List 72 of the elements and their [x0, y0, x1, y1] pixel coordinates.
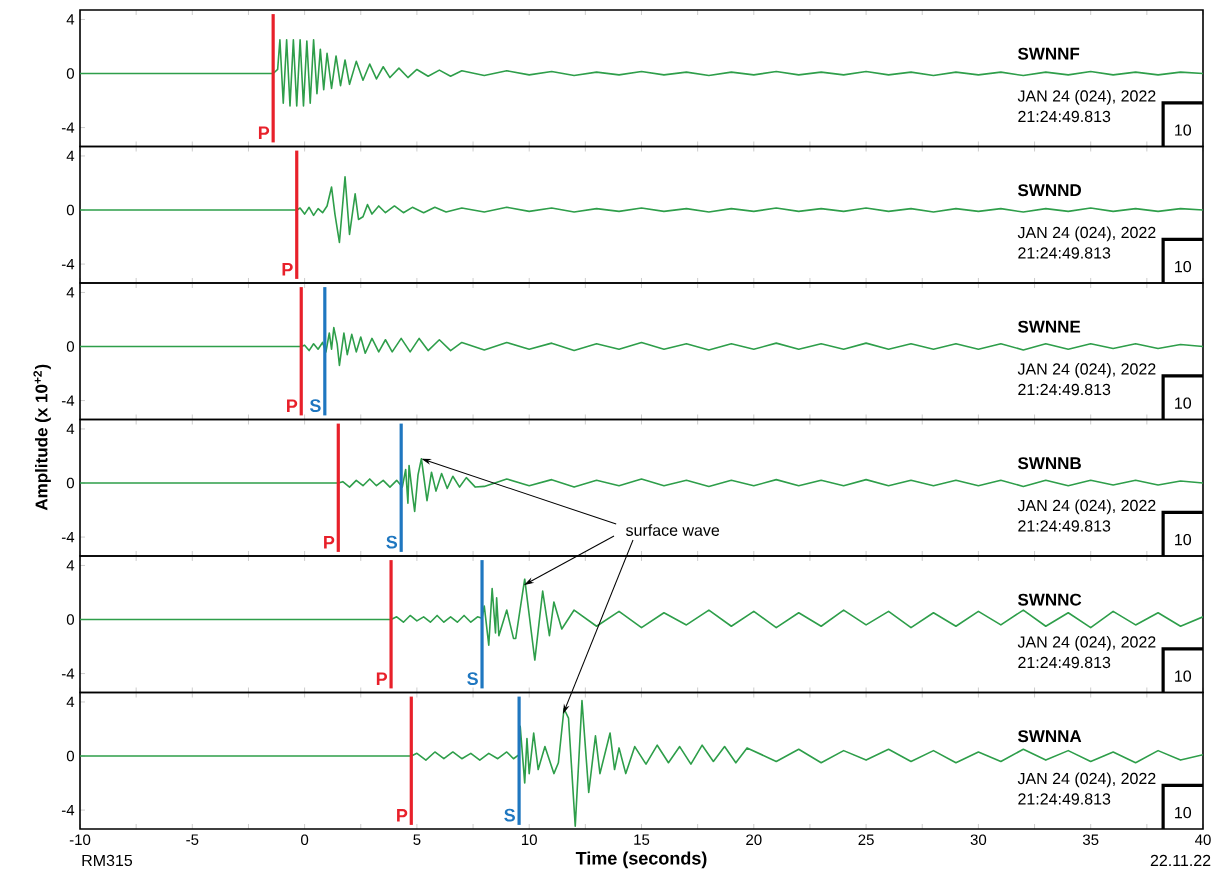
annotation: 21:24:49.813: [1018, 656, 1111, 669]
x-tick-label: 30: [970, 834, 987, 846]
line-series: [80, 699, 1203, 828]
annotation: 21:24:49.813: [1018, 247, 1111, 259]
x-tick-label: 40: [1195, 834, 1211, 846]
ref-line-label: S: [504, 808, 515, 822]
text: 22.11.22: [1150, 854, 1211, 866]
annotation: 21:24:49.813: [1018, 520, 1111, 532]
line-series: [80, 457, 1203, 513]
ref-line-label: P: [258, 126, 270, 139]
text: SWNNE: [1017, 320, 1081, 333]
y-tick-label: -4: [61, 804, 75, 816]
y-tick-label: -4: [61, 122, 75, 133]
text: RM315: [82, 854, 133, 867]
annotation: JAN 24 (024), 2022: [1017, 89, 1156, 105]
ref-line-label: S: [467, 672, 478, 686]
x-tick-label: 15: [634, 834, 650, 845]
y-tick-label: -4: [61, 668, 75, 679]
text: SWNNA: [1017, 730, 1082, 743]
y-tick-label: 4: [66, 560, 75, 571]
annotation: 10: [1175, 806, 1192, 819]
text: SWNNF: [1017, 47, 1080, 60]
annotation: JAN 24 (024), 2022: [1017, 635, 1156, 651]
line-series: [80, 38, 1203, 107]
annotation: 10: [1175, 260, 1192, 273]
annotation: 10: [1175, 670, 1192, 682]
x-tick-label: 25: [858, 834, 874, 846]
x-tick-label: 35: [1082, 834, 1099, 846]
annotation: 21:24:49.813: [1018, 110, 1111, 123]
annotation: JAN 24 (024), 2022: [1017, 772, 1156, 788]
y-tick-label: 0: [66, 614, 75, 625]
ref-line-label: P: [397, 809, 408, 822]
ref-line-label: P: [324, 536, 335, 549]
x-tick-label: -5: [186, 834, 199, 845]
y-tick-label: -4: [61, 395, 75, 406]
y-tick-label: 0: [66, 204, 75, 216]
y-tick-label: 4: [66, 14, 75, 25]
annotation: JAN 24 (024), 2022: [1017, 499, 1156, 515]
ref-line-label: P: [282, 263, 293, 276]
ref-line-label: S: [386, 535, 398, 549]
annotation: 21:24:49.813: [1018, 793, 1111, 805]
y-tick-label: 0: [66, 477, 75, 489]
y-tick-label: 0: [66, 341, 75, 352]
y-tick-label: 4: [66, 150, 75, 162]
annotation: 10: [1175, 533, 1192, 546]
y-tick-label: 0: [66, 750, 75, 762]
annotation: 10: [1175, 124, 1192, 136]
annotation: 21:24:49.813: [1018, 383, 1111, 396]
ref-line-label: P: [287, 399, 298, 412]
annotation: JAN 24 (024), 2022: [1017, 362, 1156, 378]
text: SWNNC: [1017, 593, 1082, 606]
x-axis-title: Time (seconds): [575, 851, 707, 869]
x-tick-label: -10: [69, 834, 91, 846]
x-tick-label: 5: [413, 834, 421, 845]
y-tick-label: 4: [66, 287, 75, 298]
x-tick-label: 0: [301, 834, 309, 846]
x-tick-label: 10: [521, 834, 537, 846]
ref-line-label: S: [309, 399, 321, 413]
ref-line-label: P: [376, 672, 388, 686]
annotation: 10: [1175, 397, 1192, 409]
y-tick-label: -4: [61, 531, 75, 543]
y-tick-label: 0: [66, 68, 75, 79]
annotation: surface wave: [626, 524, 720, 536]
x-tick-label: 20: [746, 834, 762, 846]
line-series: [80, 176, 1203, 244]
annotation: JAN 24 (024), 2022: [1017, 226, 1156, 242]
text: SWNNB: [1017, 457, 1081, 470]
y-tick-label: 4: [66, 696, 75, 708]
y-tick-label: -4: [61, 258, 75, 270]
y-tick-label: 4: [66, 423, 75, 435]
y-axis-title: Amplitude (x 10$^{+2}$): [33, 364, 51, 511]
text: SWNND: [1017, 184, 1081, 197]
